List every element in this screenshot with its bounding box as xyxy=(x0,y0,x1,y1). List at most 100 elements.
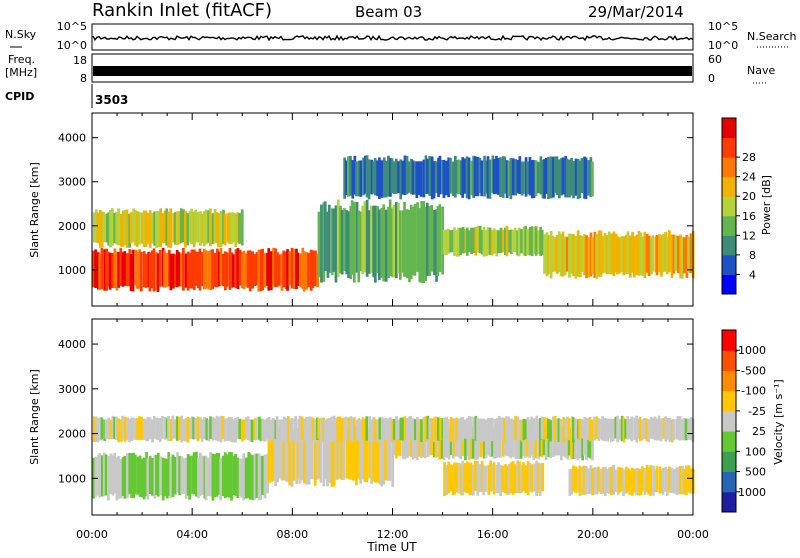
echo-cell xyxy=(184,253,188,288)
echo-cell xyxy=(113,213,117,244)
echo-cell xyxy=(270,419,273,441)
echo-cell xyxy=(668,230,671,273)
echo-cell xyxy=(161,247,165,287)
echo-cell xyxy=(604,466,607,497)
echo-cell xyxy=(625,234,628,274)
echo-cell xyxy=(532,418,536,442)
echo-cell xyxy=(111,208,114,246)
echo-cell xyxy=(380,207,384,278)
echo-cell xyxy=(123,210,127,246)
echo-cell xyxy=(199,452,202,496)
echo-cell xyxy=(104,419,108,440)
echo-cell xyxy=(188,210,192,243)
echo-cell xyxy=(343,208,346,272)
echo-cell xyxy=(107,212,111,246)
echo-cell xyxy=(561,157,565,195)
echo-cell xyxy=(591,419,595,441)
echo-cell xyxy=(626,231,630,274)
echo-cell xyxy=(207,210,211,243)
echo-cell xyxy=(288,429,292,486)
echo-cell xyxy=(443,417,446,439)
echo-cell xyxy=(353,417,356,442)
echo-cell xyxy=(157,418,161,441)
echo-cell xyxy=(142,418,146,440)
echo-cell xyxy=(391,432,395,488)
echo-cell xyxy=(561,231,565,277)
echo-cell xyxy=(583,416,587,442)
echo-cell xyxy=(97,252,100,290)
echo-cell xyxy=(468,427,471,460)
echo-cell xyxy=(234,213,238,247)
echo-cell xyxy=(649,417,653,439)
echo-cell xyxy=(209,249,213,290)
echo-cell xyxy=(180,456,184,495)
colorbar-tick-label: 20 xyxy=(742,190,756,203)
echo-cell xyxy=(681,465,684,495)
echo-cell xyxy=(424,416,428,443)
echo-cell xyxy=(169,456,173,498)
echo-cell xyxy=(201,455,205,495)
echo-cell xyxy=(434,416,438,439)
echo-cell xyxy=(180,253,183,287)
echo-cell xyxy=(601,416,605,441)
echo-cell xyxy=(684,418,688,441)
echo-cell xyxy=(524,157,528,197)
y-tick-label: 4000 xyxy=(58,338,86,351)
echo-cell xyxy=(156,452,160,497)
echo-cell xyxy=(605,469,609,494)
echo-cell xyxy=(588,417,592,442)
echo-cell xyxy=(350,200,354,275)
echo-cell xyxy=(505,416,509,441)
colorbar-segment xyxy=(722,274,736,295)
echo-cell xyxy=(355,427,358,486)
echo-cell xyxy=(311,250,315,288)
echo-cell xyxy=(504,227,507,256)
echo-cell xyxy=(278,427,282,479)
echo-cell xyxy=(274,425,277,486)
echo-cell xyxy=(441,418,445,439)
echo-cell xyxy=(505,225,509,257)
echo-cell xyxy=(495,155,498,194)
echo-cell xyxy=(455,160,459,194)
echo-cell xyxy=(314,418,317,443)
nsearch-label: N.Search xyxy=(747,30,797,43)
echo-cell xyxy=(392,204,396,278)
echo-cell xyxy=(436,206,440,276)
echo-cell xyxy=(501,156,505,198)
velocity-y-label: Slant Range [km] xyxy=(28,369,41,465)
echo-cell xyxy=(556,234,559,274)
echo-cell xyxy=(453,462,456,495)
echo-cell xyxy=(148,210,152,248)
echo-cell xyxy=(133,454,137,495)
echo-cell xyxy=(689,417,693,441)
echo-cell xyxy=(236,248,240,289)
echo-cell xyxy=(574,427,577,459)
colorbar-frame xyxy=(721,117,737,295)
echo-cell xyxy=(449,230,452,253)
echo-cell xyxy=(351,430,355,481)
echo-cell xyxy=(363,201,367,273)
echo-cell xyxy=(334,418,337,439)
echo-cell xyxy=(121,415,125,440)
echo-cell xyxy=(222,209,225,244)
echo-cell xyxy=(503,156,507,194)
echo-cell xyxy=(480,230,484,255)
echo-cell xyxy=(257,416,261,440)
echo-cell xyxy=(109,210,112,248)
echo-cell xyxy=(463,463,467,493)
echo-cell xyxy=(305,417,308,442)
echo-cell xyxy=(662,233,665,272)
echo-cell xyxy=(516,416,520,442)
echo-cell xyxy=(200,419,204,442)
echo-cell xyxy=(635,415,639,443)
echo-cell xyxy=(257,453,261,501)
echo-cell xyxy=(497,462,500,494)
echo-cell xyxy=(398,425,402,456)
echo-cell xyxy=(347,211,350,278)
echo-cell xyxy=(559,234,563,277)
echo-cell xyxy=(411,160,415,195)
echo-cell xyxy=(236,457,240,498)
echo-cell xyxy=(442,229,446,255)
echo-cell xyxy=(570,233,573,274)
echo-cell xyxy=(474,415,478,441)
